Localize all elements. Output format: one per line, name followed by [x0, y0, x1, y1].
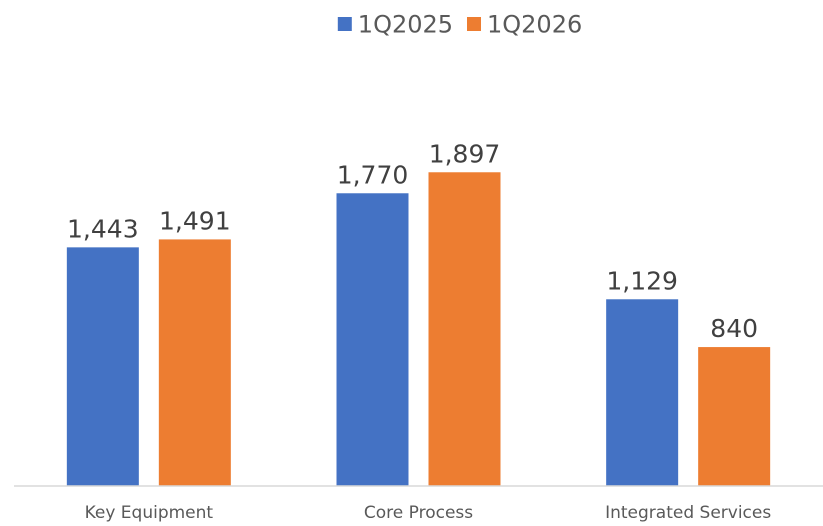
- bars: [66, 172, 771, 486]
- bar-key-equipment-1q2025: [66, 247, 139, 486]
- legend-swatch-1q2025: [337, 17, 352, 31]
- legend: 1Q2025 1Q2026: [337, 11, 582, 39]
- x-tick-label-core-process: Core Process: [364, 503, 473, 523]
- data-label-core-process-1q2025: 1,770: [337, 160, 409, 189]
- legend-label-1q2026: 1Q2026: [487, 11, 582, 39]
- bar-core-process-1q2026: [428, 172, 501, 486]
- legend-label-1q2025: 1Q2025: [358, 11, 453, 39]
- x-tick-label-integrated-services: Integrated Services: [605, 503, 771, 523]
- data-label-core-process-1q2026: 1,897: [429, 139, 501, 168]
- bar-integrated-services-1q2025: [606, 299, 679, 486]
- data-label-integrated-services-1q2026: 840: [710, 314, 758, 343]
- x-tick-label-key-equipment: Key Equipment: [85, 503, 214, 523]
- data-label-key-equipment-1q2025: 1,443: [67, 214, 139, 243]
- data-label-key-equipment-1q2026: 1,491: [159, 206, 231, 235]
- legend-swatch-1q2026: [467, 17, 481, 31]
- legend-item-1q2025: 1Q2025: [337, 11, 453, 39]
- legend-item-1q2026: 1Q2026: [467, 11, 582, 39]
- x-axis-tick-labels: Key Equipment Core Process Integrated Serv…: [85, 503, 772, 523]
- bar-key-equipment-1q2026: [158, 239, 231, 486]
- data-labels: 1,443 1,491 1,770 1,897 1,129 840: [67, 139, 758, 343]
- bar-integrated-services-1q2026: [698, 347, 771, 486]
- data-label-integrated-services-1q2025: 1,129: [606, 266, 678, 295]
- bar-core-process-1q2025: [336, 193, 409, 486]
